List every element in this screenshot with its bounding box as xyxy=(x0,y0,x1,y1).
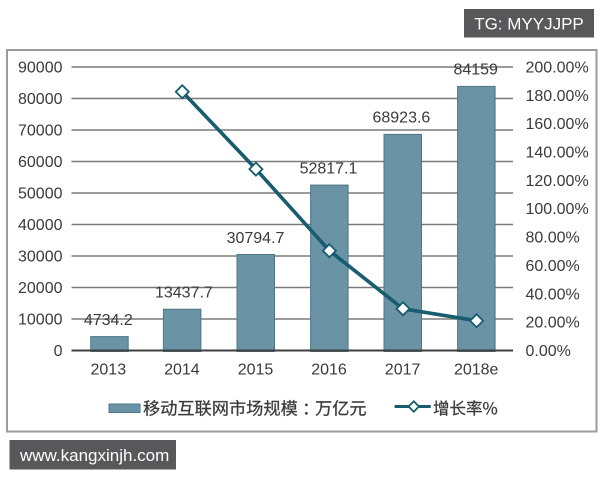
svg-text:160.00%: 160.00% xyxy=(526,116,589,133)
svg-text:50000: 50000 xyxy=(18,186,63,203)
svg-text:180.00%: 180.00% xyxy=(526,88,589,105)
svg-text:0.00%: 0.00% xyxy=(526,343,571,360)
svg-text:4734.2: 4734.2 xyxy=(84,312,133,329)
svg-text:70000: 70000 xyxy=(18,123,63,140)
svg-text:120.00%: 120.00% xyxy=(526,173,589,190)
svg-text:2018e: 2018e xyxy=(454,362,499,379)
svg-text:13437.7: 13437.7 xyxy=(155,285,213,302)
svg-text:80.00%: 80.00% xyxy=(526,230,580,247)
svg-text:52817.1: 52817.1 xyxy=(300,160,358,177)
svg-text:84159: 84159 xyxy=(453,62,498,79)
svg-text:30794.7: 30794.7 xyxy=(227,230,285,247)
svg-text:100.00%: 100.00% xyxy=(526,201,589,218)
svg-text:20.00%: 20.00% xyxy=(526,315,580,332)
svg-text:68923.6: 68923.6 xyxy=(372,110,430,127)
svg-text:www.kangxinjh.com: www.kangxinjh.com xyxy=(19,446,169,465)
svg-text:60000: 60000 xyxy=(18,154,63,171)
svg-text:40.00%: 40.00% xyxy=(526,286,580,303)
svg-text:TG: MYYJJPP: TG: MYYJJPP xyxy=(474,15,584,34)
svg-text:20000: 20000 xyxy=(18,280,63,297)
svg-text:40000: 40000 xyxy=(18,217,63,234)
svg-text:0: 0 xyxy=(54,343,63,360)
svg-text:140.00%: 140.00% xyxy=(526,145,589,162)
svg-text:2017: 2017 xyxy=(385,362,421,379)
svg-text:10000: 10000 xyxy=(18,312,63,329)
svg-text:200.00%: 200.00% xyxy=(526,60,589,77)
svg-text:90000: 90000 xyxy=(18,60,63,77)
svg-text:30000: 30000 xyxy=(18,249,63,266)
svg-text:2013: 2013 xyxy=(91,362,127,379)
svg-text:80000: 80000 xyxy=(18,91,63,108)
svg-text:2016: 2016 xyxy=(311,362,347,379)
svg-text:60.00%: 60.00% xyxy=(526,258,580,275)
svg-text:2015: 2015 xyxy=(238,362,274,379)
svg-text:2014: 2014 xyxy=(164,362,200,379)
